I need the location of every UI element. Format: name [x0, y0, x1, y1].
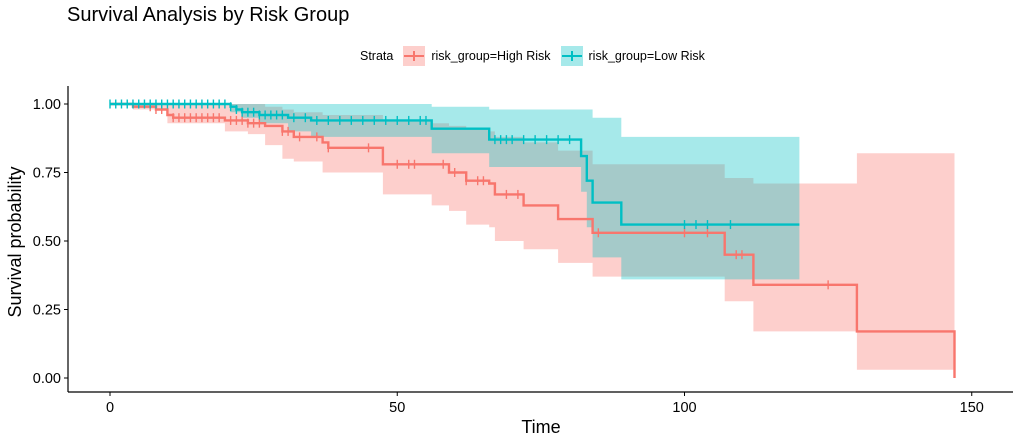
- y-tick-label: 0.75: [33, 166, 61, 182]
- y-tick-label: 0.25: [33, 303, 61, 319]
- legend-label-high-risk: risk_group=High Risk: [431, 49, 551, 63]
- y-tick-label: 0.50: [33, 234, 61, 250]
- x-tick-label: 150: [960, 400, 984, 416]
- confidence-band-high-risk: [110, 104, 955, 370]
- x-tick-label: 0: [106, 400, 114, 416]
- legend-key-high-risk: [403, 46, 426, 66]
- confidence-band-low-risk: [110, 104, 800, 280]
- legend-key-low-risk: [560, 46, 583, 66]
- legend: Strata risk_group=High Risk risk_group=L…: [360, 46, 715, 66]
- legend-label-low-risk: risk_group=Low Risk: [588, 49, 705, 63]
- legend-title: Strata: [360, 49, 394, 63]
- survival-curve-low-risk: [110, 102, 800, 226]
- legend-item-low-risk: risk_group=Low Risk: [560, 46, 705, 66]
- x-axis-title: Time: [521, 417, 560, 437]
- y-tick-label: 0.00: [33, 371, 61, 387]
- legend-item-high-risk: risk_group=High Risk: [403, 46, 551, 66]
- x-tick-label: 100: [672, 400, 696, 416]
- y-axis-title: Survival probability: [5, 166, 25, 317]
- y-tick-label: 1.00: [33, 97, 61, 113]
- x-tick-label: 50: [389, 400, 405, 416]
- chart-title: Survival Analysis by Risk Group: [67, 4, 350, 26]
